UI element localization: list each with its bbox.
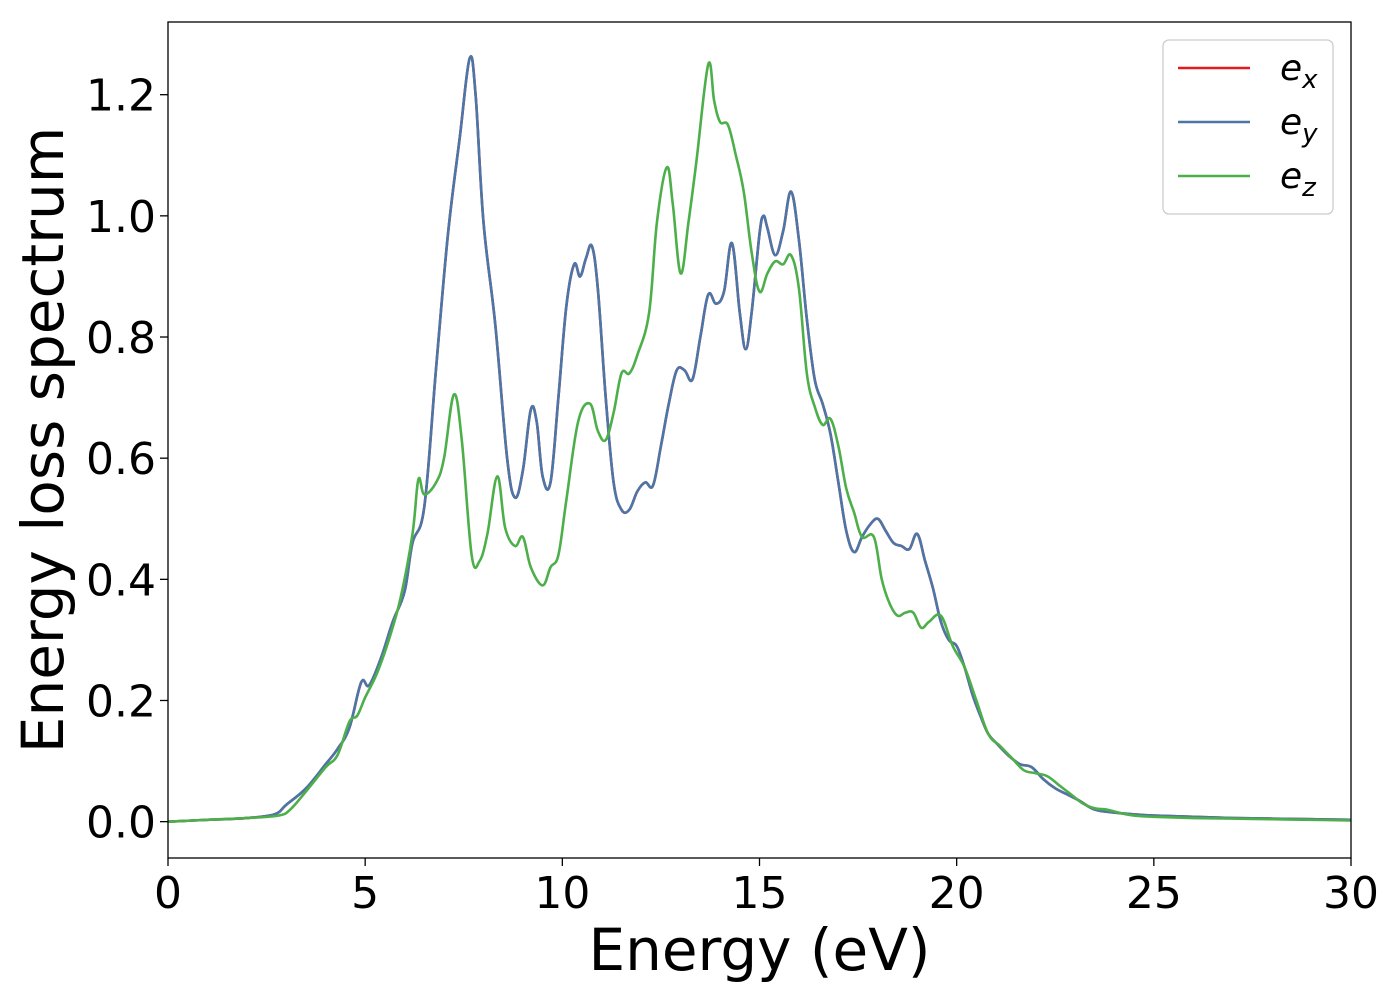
x-axis-title: Energy (eV) <box>588 916 930 984</box>
legend-box <box>1162 39 1334 215</box>
x-tick-label: 0 <box>154 868 182 919</box>
x-axis: 0 5 10 15 20 25 30 <box>154 858 1379 919</box>
y-axis: 0.0 0.2 0.4 0.6 0.8 1.0 1.2 <box>86 71 168 849</box>
y-tick-label: 0.4 <box>86 555 156 606</box>
series-line-e-z <box>168 61 1351 823</box>
series-layer <box>168 55 1351 823</box>
x-tick-label: 30 <box>1323 868 1379 919</box>
legend: ex ey ez <box>1162 39 1334 215</box>
y-tick-label: 1.0 <box>86 192 156 243</box>
x-tick-label: 20 <box>929 868 985 919</box>
x-tick-label: 10 <box>534 868 590 919</box>
y-tick-label: 0.0 <box>86 798 156 849</box>
legend-label-e-y: ey <box>1280 102 1318 149</box>
y-tick-label: 1.2 <box>86 71 156 122</box>
y-axis-title: Energy loss spectrum <box>9 127 77 753</box>
y-tick-label: 0.8 <box>86 313 156 364</box>
x-tick-label: 5 <box>351 868 379 919</box>
x-tick-label: 15 <box>732 868 788 919</box>
y-tick-label: 0.2 <box>86 676 156 727</box>
legend-label-e-z: ez <box>1280 156 1317 203</box>
legend-label-e-x: ex <box>1280 48 1318 95</box>
y-tick-label: 0.6 <box>86 434 156 485</box>
x-tick-label: 25 <box>1126 868 1182 919</box>
